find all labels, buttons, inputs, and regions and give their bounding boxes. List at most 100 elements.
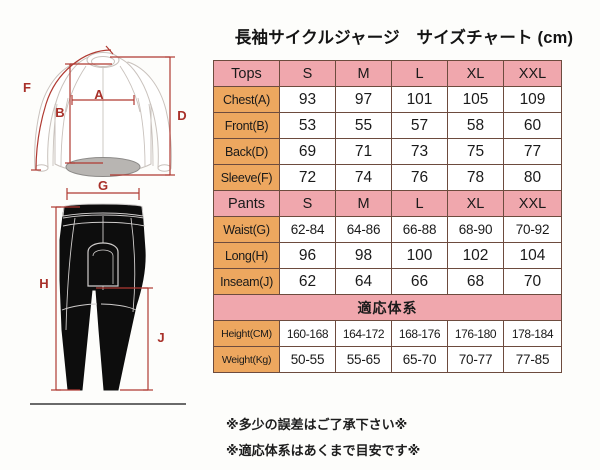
- cell-sleeve-s: 72: [279, 164, 336, 191]
- cell-inseam-m: 64: [335, 268, 392, 295]
- cell-inseam-xl: 68: [447, 268, 504, 295]
- cell-waist-s: 62-84: [279, 216, 336, 243]
- cell-chest-s: 93: [279, 86, 336, 113]
- row-label-waist: Waist(G): [213, 216, 280, 243]
- pants-size-xxl: XXL: [503, 190, 562, 217]
- tops-size-l: L: [391, 60, 448, 87]
- cell-weight-m: 55-65: [335, 346, 392, 373]
- marker-h-label: H: [39, 276, 48, 291]
- cell-long-xxl: 104: [503, 242, 562, 269]
- cell-inseam-xxl: 70: [503, 268, 562, 295]
- tops-size-xl: XL: [447, 60, 504, 87]
- cell-front-m: 55: [335, 112, 392, 139]
- cell-chest-xl: 105: [447, 86, 504, 113]
- cell-long-s: 96: [279, 242, 336, 269]
- cell-chest-xxl: 109: [503, 86, 562, 113]
- cell-height-l: 168-176: [391, 320, 448, 347]
- table-row: Weight(Kg) 50-55 55-65 65-70 70-77 77-85: [213, 346, 562, 373]
- cell-back-xxl: 77: [503, 138, 562, 165]
- pants-measure-labels: G H J: [39, 178, 164, 345]
- cell-chest-l: 101: [391, 86, 448, 113]
- pants-size-s: S: [279, 190, 336, 217]
- cell-long-xl: 102: [447, 242, 504, 269]
- table-row: Sleeve(F) 72 74 76 78 80: [213, 164, 562, 191]
- cell-weight-xxl: 77-85: [503, 346, 562, 373]
- tops-section-header: Tops: [213, 60, 280, 87]
- garment-diagram-panel: A B D F: [0, 0, 210, 470]
- note-line-1: ※多少の誤差はご了承下さい※: [226, 417, 408, 432]
- row-label-inseam: Inseam(J): [213, 268, 280, 295]
- size-chart-panel: 長袖サイクルジャージ サイズチャート (cm) Tops S M L XL XX…: [210, 0, 600, 470]
- cell-back-s: 69: [279, 138, 336, 165]
- page-title: 長袖サイクルジャージ サイズチャート (cm): [234, 29, 574, 47]
- cell-long-m: 98: [335, 242, 392, 269]
- cell-sleeve-m: 74: [335, 164, 392, 191]
- row-label-weight: Weight(Kg): [213, 346, 280, 373]
- marker-b-label: B: [55, 105, 64, 120]
- cell-front-s: 53: [279, 112, 336, 139]
- cell-back-l: 73: [391, 138, 448, 165]
- bodytype-section-header: 適応体系: [213, 294, 562, 321]
- tops-size-xxl: XXL: [503, 60, 562, 87]
- table-row-tops-header: Tops S M L XL XXL: [213, 60, 562, 87]
- row-label-long: Long(H): [213, 242, 280, 269]
- pants-measure-lines: [51, 188, 153, 391]
- cell-long-l: 100: [391, 242, 448, 269]
- table-row: Back(D) 69 71 73 75 77: [213, 138, 562, 165]
- cell-sleeve-l: 76: [391, 164, 448, 191]
- marker-g-label: G: [98, 178, 108, 193]
- marker-f-label: F: [23, 80, 31, 95]
- cell-back-xl: 75: [447, 138, 504, 165]
- pants-illustration: [59, 203, 146, 391]
- table-row-pants-header: Pants S M L XL XXL: [213, 190, 562, 217]
- cell-sleeve-xxl: 80: [503, 164, 562, 191]
- cell-height-xl: 176-180: [447, 320, 504, 347]
- cell-chest-m: 97: [335, 86, 392, 113]
- tops-size-s: S: [279, 60, 336, 87]
- cell-waist-xxl: 70-92: [503, 216, 562, 243]
- pants-size-xl: XL: [447, 190, 504, 217]
- cell-inseam-l: 66: [391, 268, 448, 295]
- row-label-chest: Chest(A): [213, 86, 280, 113]
- tops-size-m: M: [335, 60, 392, 87]
- marker-j-label: J: [157, 330, 164, 345]
- row-label-back: Back(D): [213, 138, 280, 165]
- cell-front-xl: 58: [447, 112, 504, 139]
- table-row: Waist(G) 62-84 64-86 66-88 68-90 70-92: [213, 216, 562, 243]
- cell-inseam-s: 62: [279, 268, 336, 295]
- cell-weight-xl: 70-77: [447, 346, 504, 373]
- pants-section-header: Pants: [213, 190, 280, 217]
- marker-a-label: A: [94, 87, 104, 102]
- table-row: Front(B) 53 55 57 58 60: [213, 112, 562, 139]
- table-row: Height(CM) 160-168 164-172 168-176 176-1…: [213, 320, 562, 347]
- note-line-2: ※適応体系はあくまで目安です※: [226, 443, 421, 458]
- cell-front-xxl: 60: [503, 112, 562, 139]
- cell-waist-xl: 68-90: [447, 216, 504, 243]
- cell-front-l: 57: [391, 112, 448, 139]
- cell-height-m: 164-172: [335, 320, 392, 347]
- cell-sleeve-xl: 78: [447, 164, 504, 191]
- marker-d-label: D: [177, 108, 186, 123]
- table-row: Chest(A) 93 97 101 105 109: [213, 86, 562, 113]
- cell-height-s: 160-168: [279, 320, 336, 347]
- jersey-measure-labels: A B D F: [23, 80, 187, 123]
- cell-back-m: 71: [335, 138, 392, 165]
- table-row-bodytype-header: 適応体系: [213, 294, 562, 321]
- row-label-front: Front(B): [213, 112, 280, 139]
- cell-height-xxl: 178-184: [503, 320, 562, 347]
- cell-waist-l: 66-88: [391, 216, 448, 243]
- table-row: Inseam(J) 62 64 66 68 70: [213, 268, 562, 295]
- pants-size-m: M: [335, 190, 392, 217]
- pants-size-l: L: [391, 190, 448, 217]
- row-label-sleeve: Sleeve(F): [213, 164, 280, 191]
- footer-notes: ※多少の誤差はご了承下さい※ ※適応体系はあくまで目安です※: [226, 412, 596, 464]
- table-row: Long(H) 96 98 100 102 104: [213, 242, 562, 269]
- row-label-height: Height(CM): [213, 320, 280, 347]
- garment-diagram-svg: A B D F: [23, 45, 187, 405]
- cell-weight-l: 65-70: [391, 346, 448, 373]
- size-chart-table: Tops S M L XL XXL Chest(A) 93 97 101 105…: [213, 60, 562, 373]
- cell-waist-m: 64-86: [335, 216, 392, 243]
- cell-weight-s: 50-55: [279, 346, 336, 373]
- jersey-measure-lines: [31, 45, 175, 176]
